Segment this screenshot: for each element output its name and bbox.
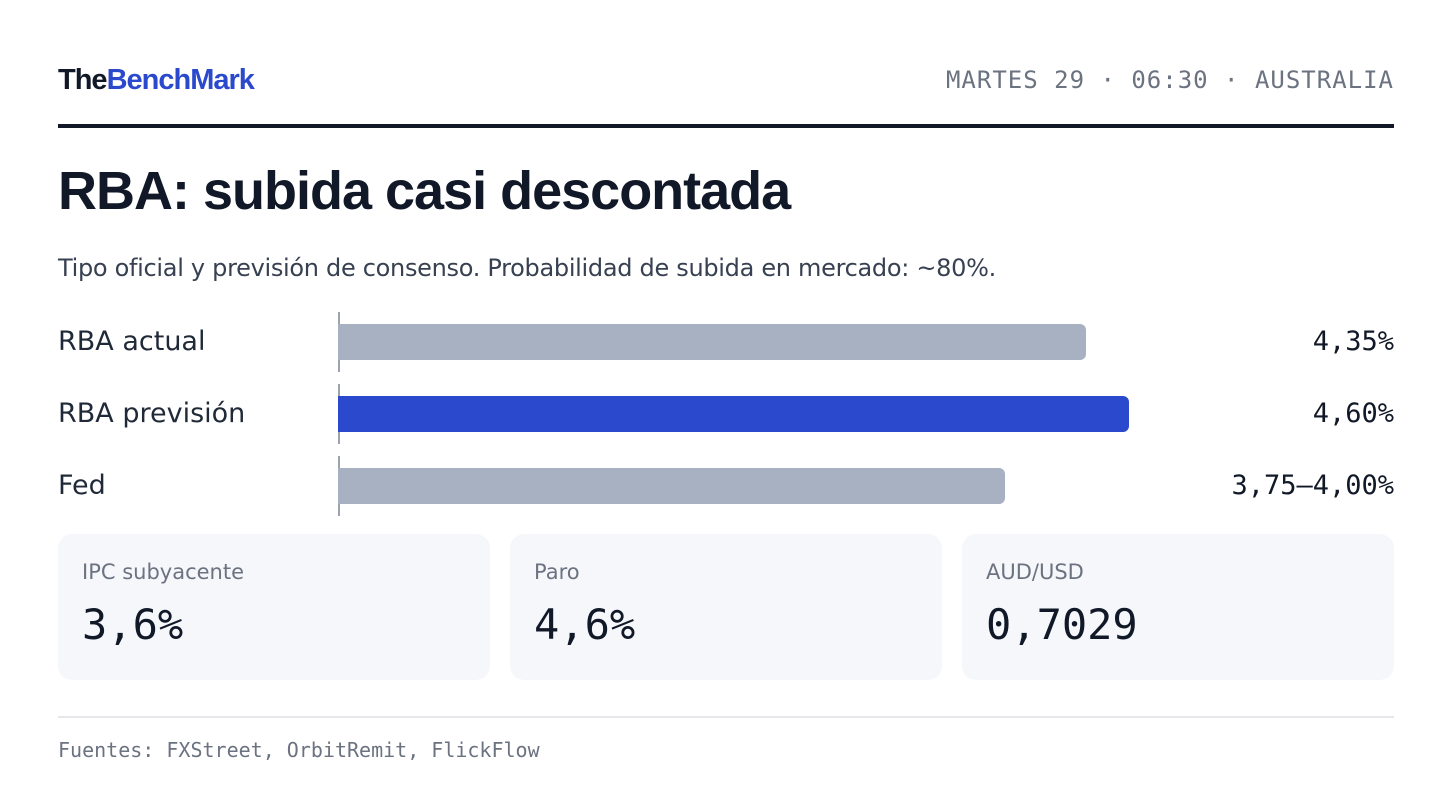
- footer-rule: [58, 716, 1394, 718]
- stat-card-value: 4,6%: [534, 600, 636, 649]
- bar-value-label: 4,35%: [1312, 326, 1394, 357]
- stat-card-label: Paro: [534, 560, 580, 584]
- page-title: RBA: subida casi descontada: [58, 161, 791, 221]
- stat-card: IPC subyacente 3,6%: [58, 534, 490, 680]
- dateline: MARTES 29 · 06:30 · AUSTRALIA: [945, 66, 1394, 94]
- bar: [338, 324, 1086, 360]
- bar-label: Fed: [58, 470, 106, 501]
- bar: [338, 468, 1005, 504]
- bar-chart: RBA actual 4,35% RBA previsión 4,60% Fed…: [58, 312, 1394, 528]
- bar-value-label: 4,60%: [1312, 398, 1394, 429]
- bar-row: RBA previsión 4,60%: [58, 384, 1394, 444]
- page-subtitle: Tipo oficial y previsión de consenso. Pr…: [58, 254, 996, 282]
- bar-row: RBA actual 4,35%: [58, 312, 1394, 372]
- bar-value-label: 3,75–4,00%: [1231, 470, 1394, 501]
- stat-card: Paro 4,6%: [510, 534, 942, 680]
- stat-card-value: 0,7029: [986, 600, 1138, 649]
- sources-footer: Fuentes: FXStreet, OrbitRemit, FlickFlow: [58, 738, 540, 762]
- bar-label: RBA actual: [58, 326, 206, 357]
- stat-card-label: IPC subyacente: [82, 560, 245, 584]
- stat-cards: IPC subyacente 3,6% Paro 4,6% AUD/USD 0,…: [58, 534, 1394, 680]
- bar-row: Fed 3,75–4,00%: [58, 456, 1394, 516]
- brand-part-1: The: [58, 63, 108, 96]
- bar-label: RBA previsión: [58, 398, 246, 429]
- stat-card-label: AUD/USD: [986, 560, 1084, 584]
- stat-card: AUD/USD 0,7029: [962, 534, 1394, 680]
- brand-part-2: BenchMark: [106, 63, 255, 96]
- brand-logo: TheBenchMark: [58, 63, 255, 97]
- header-rule: [58, 124, 1394, 128]
- stat-card-value: 3,6%: [82, 600, 184, 649]
- bar: [338, 396, 1129, 432]
- header: TheBenchMark MARTES 29 · 06:30 · AUSTRAL…: [58, 58, 1394, 102]
